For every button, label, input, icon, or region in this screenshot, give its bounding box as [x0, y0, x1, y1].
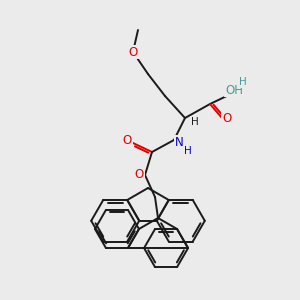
Text: H: H [184, 146, 192, 156]
Text: O: O [134, 167, 144, 181]
Text: O: O [122, 134, 132, 148]
Text: O: O [222, 112, 232, 124]
Text: O: O [128, 46, 138, 59]
Text: OH: OH [225, 83, 243, 97]
Text: N: N [175, 136, 183, 148]
Text: H: H [191, 117, 199, 127]
Text: H: H [239, 77, 247, 87]
